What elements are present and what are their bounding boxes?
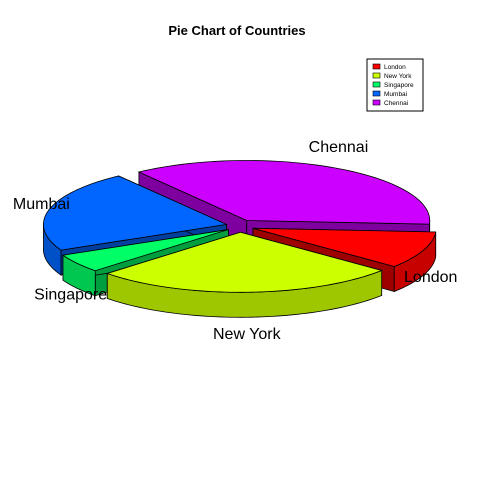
legend-swatch — [372, 81, 381, 88]
slice-top-face — [137, 160, 431, 225]
legend-label: London — [384, 64, 406, 71]
slice-label: Singapore — [34, 287, 107, 304]
legend-entries: London New York Singapore Mumbai Chennai — [372, 63, 414, 107]
slice-top-face — [252, 227, 437, 267]
slice-label: London — [404, 269, 457, 286]
legend-label: New York — [384, 73, 412, 80]
slice-top-face — [43, 175, 228, 251]
legend-label: Singapore — [384, 82, 414, 89]
legend-swatch — [372, 90, 381, 97]
legend-item: London — [372, 63, 406, 71]
slice-top-face — [105, 231, 383, 293]
slice-new-york — [105, 231, 383, 318]
pie-slices — [43, 160, 437, 318]
legend-swatch — [372, 72, 381, 79]
legend-label: Mumbai — [384, 91, 407, 98]
legend-item: Singapore — [372, 81, 414, 89]
slice-label: Mumbai — [13, 196, 70, 213]
legend-item: New York — [372, 72, 412, 80]
legend-item: Chennai — [372, 99, 408, 107]
chart-legend: London New York Singapore Mumbai Chennai — [366, 58, 424, 112]
chart-title: Pie Chart of Countries — [168, 23, 305, 38]
slice-top-face — [61, 229, 229, 272]
legend-item: Mumbai — [372, 90, 407, 98]
pie-labels: London New York Singapore Mumbai Chennai — [13, 139, 458, 343]
legend-label: Chennai — [384, 100, 408, 107]
slice-label: Chennai — [309, 139, 369, 156]
legend-swatch — [372, 99, 381, 106]
slice-label: New York — [213, 326, 282, 343]
legend-swatch — [372, 63, 381, 70]
